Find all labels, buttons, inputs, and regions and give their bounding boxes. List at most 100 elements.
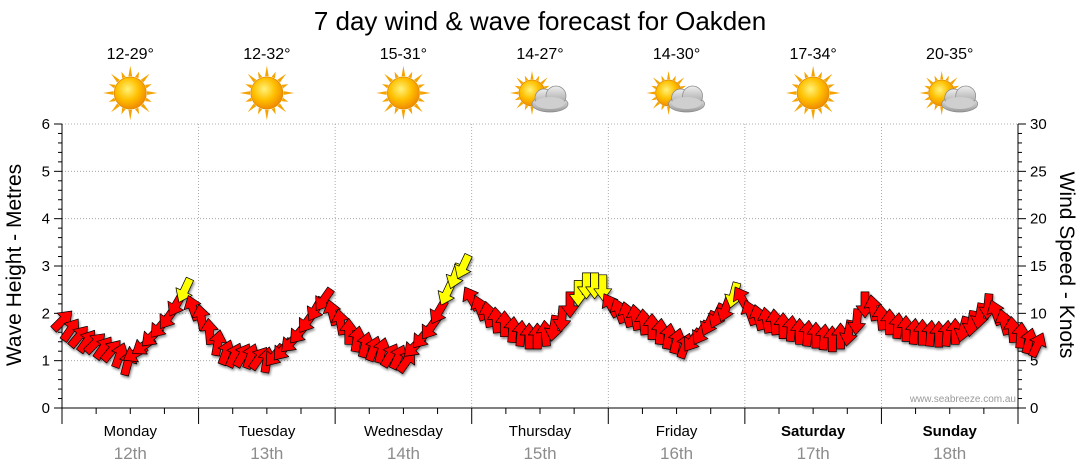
sun-ray bbox=[384, 73, 393, 83]
sun-rays bbox=[239, 65, 295, 121]
sun-ray bbox=[651, 85, 657, 90]
day-name-label: Tuesday bbox=[238, 423, 295, 440]
left-tick-label: 6 bbox=[42, 116, 50, 133]
sun-icon bbox=[103, 65, 158, 121]
day-name-label: Monday bbox=[104, 423, 158, 440]
sun-ray bbox=[950, 77, 958, 85]
sun-ray bbox=[257, 107, 263, 115]
sun-ray bbox=[677, 77, 685, 85]
sun-ray bbox=[667, 106, 671, 116]
left-tick-label: 1 bbox=[42, 353, 50, 370]
cloud-fill bbox=[671, 97, 702, 109]
sun-ray bbox=[811, 109, 815, 121]
sun-ray bbox=[926, 101, 934, 109]
left-axis-label: Wave Height - Metres bbox=[3, 164, 26, 366]
sun-ray bbox=[281, 84, 289, 89]
sun-ray bbox=[945, 75, 949, 82]
sun-ray bbox=[514, 85, 521, 90]
sun-ray bbox=[926, 77, 934, 85]
right-tick-label: 10 bbox=[1030, 305, 1047, 322]
sun-ray bbox=[394, 71, 399, 79]
day-name-label: Sunday bbox=[923, 423, 978, 440]
sun-ray bbox=[111, 73, 120, 83]
sun-ray bbox=[247, 73, 257, 83]
sun-ray bbox=[543, 85, 550, 90]
wind-arrow bbox=[454, 253, 473, 280]
sun-rays bbox=[509, 70, 555, 116]
right-tick-label: 5 bbox=[1030, 353, 1038, 370]
sun-ray bbox=[413, 73, 423, 83]
left-tick-label: 3 bbox=[42, 258, 50, 275]
sun-ray bbox=[394, 107, 399, 115]
sun-ray bbox=[804, 107, 809, 115]
sun-ray bbox=[817, 71, 823, 79]
sun-ray bbox=[940, 106, 944, 116]
sun-ray bbox=[924, 96, 930, 101]
right-axis-ticks: 0 5 10 15 20 25 30 bbox=[1030, 116, 1047, 417]
sun-ray bbox=[121, 71, 126, 79]
sun-ray bbox=[509, 91, 519, 95]
wind-arrow bbox=[593, 274, 613, 302]
sun-ray bbox=[817, 107, 823, 115]
sun-ray bbox=[524, 75, 529, 82]
sun-ray bbox=[652, 77, 661, 85]
sun-ray bbox=[401, 109, 406, 121]
right-tick-label: 15 bbox=[1030, 258, 1047, 275]
sun-ray bbox=[667, 70, 671, 80]
weather-row: 12-29° 12-32° 15-31° 14-27° 14-30° 17-34° 20-3… bbox=[103, 46, 979, 121]
sun-ray bbox=[651, 96, 657, 101]
wind-arrow bbox=[395, 349, 416, 375]
sun-ray bbox=[121, 107, 126, 115]
sun-ray bbox=[652, 101, 661, 109]
day-temperature: 12-32° bbox=[243, 46, 290, 63]
left-tick-label: 4 bbox=[42, 211, 50, 228]
left-axis-ticks: 0 1 2 3 4 5 6 bbox=[42, 116, 50, 417]
sun-ray bbox=[661, 75, 665, 82]
sun-ray bbox=[271, 107, 276, 115]
wind-arrow bbox=[1028, 332, 1047, 359]
cloud-fill bbox=[535, 97, 565, 109]
sun-ray bbox=[128, 65, 133, 77]
sun-ray bbox=[418, 84, 425, 89]
sun-ray bbox=[277, 103, 287, 113]
right-tick-label: 0 bbox=[1030, 400, 1038, 417]
sun-ray bbox=[827, 97, 835, 102]
sun-ray bbox=[418, 97, 425, 102]
sun-disc bbox=[113, 76, 147, 110]
sun-ray bbox=[540, 77, 548, 85]
sun-ray bbox=[108, 84, 116, 89]
sun-ray bbox=[108, 97, 116, 102]
sun-ray bbox=[134, 71, 140, 79]
sun-cloud-icon bbox=[919, 70, 979, 116]
sun-cloud-icon bbox=[509, 70, 569, 116]
day-temperature: 15-31° bbox=[380, 46, 427, 63]
sun-ray bbox=[283, 91, 295, 95]
sun-ray bbox=[793, 103, 803, 113]
wind-arrows bbox=[50, 253, 1047, 377]
sun-ray bbox=[265, 109, 269, 121]
sun-ray bbox=[516, 77, 524, 85]
sun-ray bbox=[530, 106, 534, 116]
sun-ray bbox=[408, 71, 413, 79]
sun-ray bbox=[940, 70, 944, 80]
day-name-label: Wednesday bbox=[364, 423, 443, 440]
sun-ray bbox=[145, 84, 152, 89]
sun-ray bbox=[823, 73, 833, 83]
sun-ray bbox=[672, 75, 676, 82]
sun-ray bbox=[401, 65, 406, 77]
sun-ray bbox=[247, 103, 257, 113]
sun-ray bbox=[140, 73, 150, 83]
sun-ray bbox=[146, 91, 158, 95]
sun-ray bbox=[919, 91, 929, 95]
sun-ray bbox=[239, 91, 251, 95]
sun-ray bbox=[281, 97, 289, 102]
sun-ray bbox=[413, 103, 423, 113]
sun-ray bbox=[381, 97, 389, 102]
right-tick-label: 30 bbox=[1030, 116, 1047, 133]
day-date-label: 15th bbox=[523, 444, 556, 463]
wind-arrow bbox=[847, 308, 866, 336]
sun-ray bbox=[785, 91, 797, 95]
sun-ray bbox=[530, 70, 534, 80]
sun-ray bbox=[646, 91, 656, 95]
